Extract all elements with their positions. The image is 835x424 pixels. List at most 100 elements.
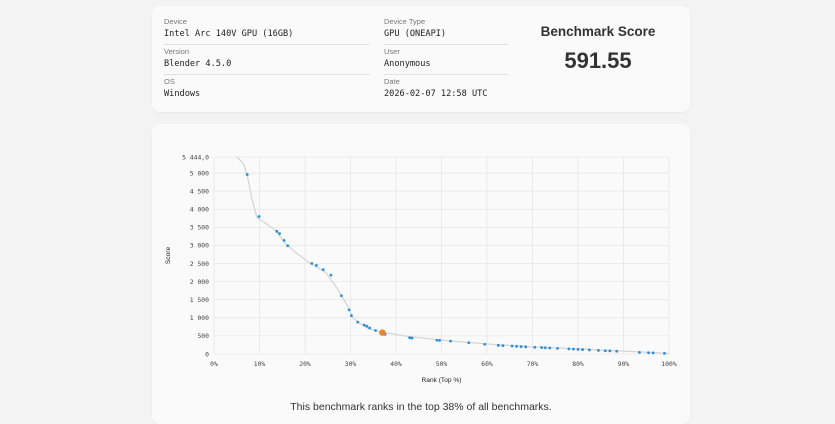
data-point[interactable]	[329, 273, 333, 277]
os-field: OS Windows	[164, 77, 200, 100]
y-tick-label: 3 000	[190, 242, 209, 250]
x-tick-label: 20%	[299, 360, 311, 368]
x-tick-label: 0%	[210, 360, 218, 368]
y-tick-label: 5 444,0	[182, 153, 209, 161]
data-point[interactable]	[638, 350, 641, 354]
data-point[interactable]	[543, 346, 547, 350]
data-point[interactable]	[615, 349, 619, 353]
data-point[interactable]	[576, 347, 580, 351]
data-point[interactable]	[510, 344, 514, 348]
data-point[interactable]	[435, 338, 439, 342]
date-value: 2026-02-07 12:58 UTC	[384, 89, 488, 99]
rank-summary: This benchmark ranks in the top 38% of a…	[290, 401, 552, 413]
data-point[interactable]	[581, 348, 584, 351]
y-tick-label: 5 000	[190, 169, 209, 177]
divider	[164, 74, 370, 75]
score-curve	[236, 156, 670, 354]
data-point[interactable]	[257, 215, 261, 218]
data-point[interactable]	[275, 229, 279, 233]
data-point[interactable]	[533, 345, 537, 349]
data-point[interactable]	[310, 262, 314, 265]
chart-card: 0% 10% 20% 30% 40% 50% 60% 70% 80% 90% 100% 0 500 1 0…	[152, 124, 690, 424]
data-point[interactable]	[567, 347, 571, 351]
data-point[interactable]	[438, 339, 442, 342]
data-point[interactable]	[286, 244, 290, 248]
user-label: User	[384, 47, 400, 56]
data-point[interactable]	[651, 351, 655, 355]
data-point[interactable]	[321, 268, 325, 272]
device-type-value: GPU (ONEAPI)	[384, 29, 447, 39]
data-point[interactable]	[519, 345, 523, 348]
x-tick-label: 70%	[527, 360, 539, 368]
device-label: Device	[164, 17, 187, 26]
data-point[interactable]	[368, 326, 372, 330]
data-point[interactable]	[410, 336, 414, 340]
data-point[interactable]	[340, 294, 343, 298]
data-point[interactable]	[515, 344, 518, 348]
x-tick-label: 80%	[572, 360, 584, 368]
data-point[interactable]	[483, 342, 487, 346]
date-field: Date 2026-02-07 12:58 UTC	[384, 77, 487, 100]
data-point[interactable]	[278, 232, 281, 235]
data-point[interactable]	[408, 336, 412, 340]
y-tick-label: 2 000	[190, 278, 209, 286]
data-point[interactable]	[365, 324, 369, 328]
version-label: Version	[164, 47, 190, 56]
device-type-label: Device Type	[384, 17, 426, 26]
device-field: Device Intel Arc 140V GPU (16GB)	[164, 17, 293, 40]
data-point[interactable]	[597, 348, 600, 352]
y-tick-label: 1 500	[190, 296, 209, 304]
data-point[interactable]	[587, 348, 591, 352]
divider	[384, 44, 508, 45]
version-value: Blender 4.5.0	[164, 59, 232, 69]
data-point[interactable]	[663, 351, 666, 355]
score-title: Benchmark Score	[540, 24, 656, 39]
os-value: Windows	[164, 89, 201, 99]
user-field: User Anonymous	[384, 47, 431, 70]
data-point[interactable]	[362, 323, 366, 327]
x-tick-label: 60%	[481, 360, 493, 368]
data-point[interactable]	[603, 349, 607, 353]
data-point[interactable]	[449, 339, 452, 343]
data-point[interactable]	[282, 238, 286, 242]
data-point[interactable]	[540, 346, 543, 349]
data-point[interactable]	[524, 345, 528, 349]
data-point[interactable]	[350, 314, 353, 318]
data-point[interactable]	[356, 320, 360, 324]
x-tick-label: 40%	[390, 360, 402, 368]
data-point[interactable]	[467, 341, 471, 345]
current-benchmark-point[interactable]	[379, 329, 386, 336]
x-axis-title: Rank (Top %)	[422, 377, 462, 384]
data-point[interactable]	[496, 343, 500, 347]
data-point[interactable]	[647, 351, 650, 355]
x-tick-label: 100%	[661, 360, 677, 368]
rank-chart[interactable]: 0% 10% 20% 30% 40% 50% 60% 70% 80% 90% 100% 0 500 1 0…	[152, 124, 690, 424]
data-point[interactable]	[245, 173, 249, 176]
data-point[interactable]	[572, 347, 575, 351]
data-point[interactable]	[548, 346, 552, 350]
x-tick-label: 10%	[254, 360, 266, 368]
divider	[384, 74, 508, 75]
y-tick-label: 500	[197, 332, 209, 340]
device-info-card: Device Intel Arc 140V GPU (16GB) Version…	[152, 6, 690, 112]
y-tick-label: 0	[205, 350, 209, 358]
device-value: Intel Arc 140V GPU (16GB)	[164, 29, 294, 39]
y-tick-label: 1 000	[190, 314, 209, 322]
divider	[164, 44, 370, 45]
y-tick-label: 4 000	[190, 206, 209, 214]
x-tick-label: 30%	[345, 360, 357, 368]
data-point[interactable]	[556, 346, 559, 350]
data-point[interactable]	[347, 308, 351, 312]
date-label: Date	[384, 77, 400, 86]
data-point[interactable]	[608, 349, 612, 353]
data-point[interactable]	[501, 344, 505, 348]
os-label: OS	[164, 77, 175, 86]
score-value: 591.55	[564, 48, 632, 73]
y-tick-label: 4 500	[190, 187, 209, 195]
data-point[interactable]	[314, 263, 318, 267]
user-value: Anonymous	[384, 59, 431, 69]
data-point[interactable]	[374, 329, 377, 332]
y-axis-title: Score	[165, 247, 172, 265]
device-type-field: Device Type GPU (ONEAPI)	[384, 17, 446, 40]
version-field: Version Blender 4.5.0	[164, 47, 231, 70]
